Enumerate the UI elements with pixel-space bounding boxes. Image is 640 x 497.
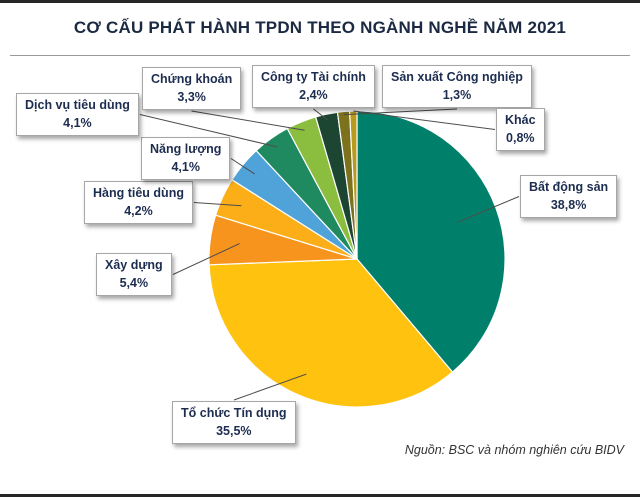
callout-securities: Chứng khoán 3,3% — [142, 67, 242, 111]
callout-value-label: 5,4% — [119, 276, 149, 291]
leader-line-consumer-goods — [193, 202, 242, 207]
leader-line-credit-institutions — [233, 373, 307, 401]
callout-consumer-goods: Hàng tiêu dùng 4,2% — [84, 181, 193, 225]
leader-line-real-estate — [456, 196, 520, 223]
callout-real-estate: Bất động sản 38,8% — [520, 175, 618, 219]
callout-consumer-services: Dịch vụ tiêu dùng 4,1% — [16, 93, 139, 137]
callout-value-label: 35,5% — [216, 424, 252, 439]
source-note: Nguồn: BSC và nhóm nghiên cứu BIDV — [404, 443, 624, 457]
callout-credit-institutions: Tổ chức Tín dụng 35,5% — [172, 401, 296, 445]
callout-other: Khác 0,8% — [496, 108, 545, 152]
callout-category-label: Xây dựng — [105, 258, 163, 272]
pie-chart — [139, 108, 520, 408]
callout-value-label: 2,4% — [299, 88, 328, 103]
callout-category-label: Tổ chức Tín dụng — [181, 406, 287, 420]
leader-line-construction — [172, 243, 240, 275]
callout-category-label: Chứng khoán — [151, 72, 233, 86]
callout-industrial-manufacturing: Sản xuất Công nghiệp 1,3% — [382, 65, 532, 109]
pie-slice-credit-institutions — [208, 258, 454, 408]
leader-line-securities — [191, 110, 305, 131]
callout-value-label: 3,3% — [177, 90, 206, 105]
pie-slice-real-estate — [356, 110, 506, 373]
callout-category-label: Năng lượng — [150, 142, 222, 156]
callout-value-label: 38,8% — [550, 198, 587, 213]
callout-value-label: 1,3% — [442, 88, 472, 103]
page-title: CƠ CẤU PHÁT HÀNH TPDN THEO NGÀNH NGHỀ NĂ… — [73, 18, 567, 37]
callout-category-label: Hàng tiêu dùng — [93, 186, 184, 200]
callout-category-label: Công ty Tài chính — [261, 70, 366, 84]
callout-finance-companies: Công ty Tài chính 2,4% — [252, 65, 375, 109]
callout-value-label: 4,1% — [63, 116, 92, 131]
callout-category-label: Bất động sản — [529, 180, 609, 194]
callout-category-label: Khác — [505, 113, 536, 127]
pie-chart-area: Bất động sản 38,8% Tổ chức Tín dụng 35,5% Xâ… — [0, 3, 640, 494]
callout-value-label: 0,8% — [506, 131, 535, 146]
callout-construction: Xây dựng 5,4% — [96, 253, 172, 297]
callout-category-label: Sản xuất Công nghiệp — [391, 70, 523, 84]
leader-line-industrial-manufacturing — [343, 108, 458, 116]
callout-value-label: 4,2% — [124, 204, 153, 219]
leader-line-consumer-services — [139, 114, 278, 148]
leader-line-other — [353, 110, 496, 130]
title-divider — [10, 55, 630, 56]
callout-value-label: 4,1% — [171, 160, 200, 175]
callout-energy: Năng lượng 4,1% — [141, 137, 231, 181]
leader-line-finance-companies — [313, 108, 329, 121]
leader-line-energy — [230, 158, 255, 175]
callout-category-label: Dịch vụ tiêu dùng — [25, 98, 130, 112]
